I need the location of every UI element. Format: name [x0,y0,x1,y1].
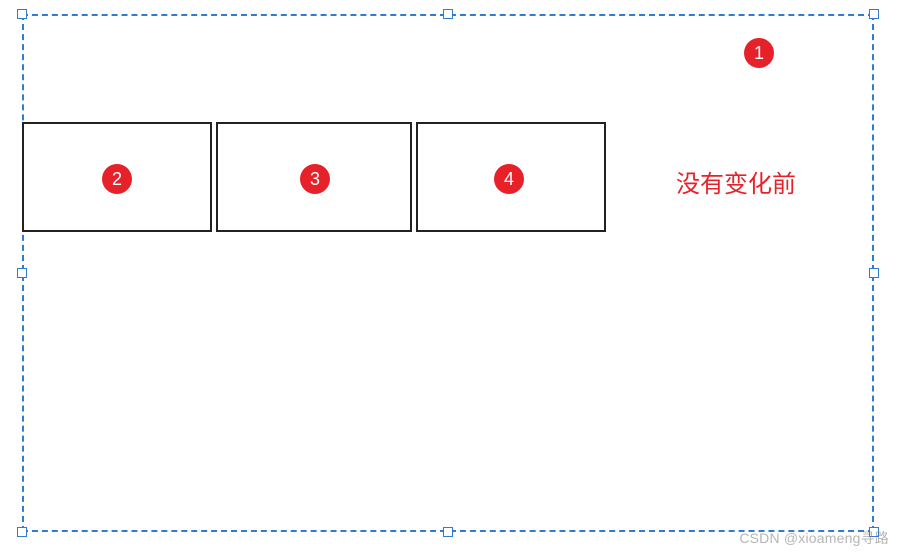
resize-handle-bottom-middle[interactable] [443,527,453,537]
resize-handle-top-left[interactable] [17,9,27,19]
marker-2: 2 [102,164,132,194]
selection-outline [22,14,874,532]
marker-1: 1 [744,38,774,68]
resize-handle-middle-right[interactable] [869,268,879,278]
caption-text: 没有变化前 [676,164,796,199]
marker-4: 4 [494,164,524,194]
watermark-text: CSDN @xioameng寻路 [739,528,889,548]
design-canvas[interactable]: 1 2 3 4 没有变化前 [22,14,874,532]
resize-handle-top-middle[interactable] [443,9,453,19]
resize-handle-top-right[interactable] [869,9,879,19]
resize-handle-middle-left[interactable] [17,268,27,278]
resize-handle-bottom-left[interactable] [17,527,27,537]
marker-3: 3 [300,164,330,194]
